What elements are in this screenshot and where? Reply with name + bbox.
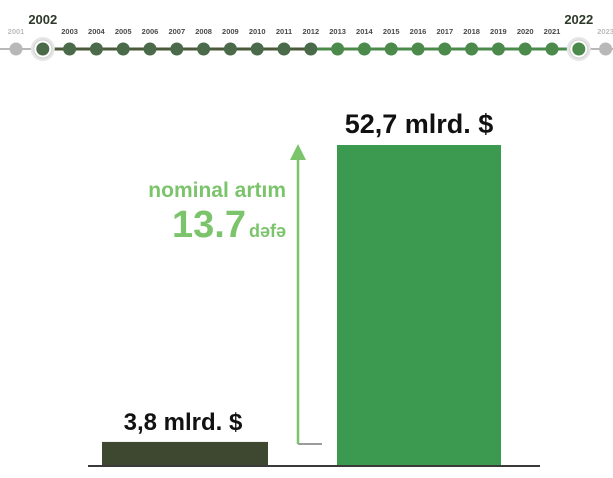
timeline-dot-2006 bbox=[143, 42, 157, 56]
bar-value-label-2002: 3,8 mlrd. $ bbox=[124, 409, 243, 436]
timeline-dot-2011 bbox=[277, 42, 291, 56]
timeline-year-2015: 2015 bbox=[383, 27, 400, 36]
timeline-dot-2014 bbox=[357, 42, 371, 56]
timeline-year-2009: 2009 bbox=[222, 27, 239, 36]
timeline-dot-2015 bbox=[384, 42, 398, 56]
timeline-dot-2019 bbox=[491, 42, 505, 56]
timeline-year-2007: 2007 bbox=[168, 27, 185, 36]
timeline-year-2008: 2008 bbox=[195, 27, 212, 36]
bar-value-label-2022: 52,7 mlrd. $ bbox=[345, 109, 494, 139]
timeline-dot-2002 bbox=[36, 42, 50, 56]
timeline-year-2005: 2005 bbox=[115, 27, 132, 36]
timeline-year-2001: 2001 bbox=[8, 27, 25, 36]
timeline-dot-2013 bbox=[331, 42, 345, 56]
timeline-year-2022: 2022 bbox=[564, 12, 593, 27]
timeline-dot-2020 bbox=[518, 42, 532, 56]
timeline-year-2020: 2020 bbox=[517, 27, 534, 36]
bar-2002 bbox=[102, 441, 268, 465]
timeline-dot-2004 bbox=[89, 42, 103, 56]
timeline-year-2003: 2003 bbox=[61, 27, 78, 36]
timeline-year-2010: 2010 bbox=[249, 27, 266, 36]
growth-unit: dəfə bbox=[249, 221, 286, 241]
timeline-dot-2003 bbox=[63, 42, 77, 56]
growth-label: nominal artım bbox=[148, 179, 286, 202]
timeline-year-2017: 2017 bbox=[436, 27, 453, 36]
timeline-dot-2009 bbox=[223, 42, 237, 56]
timeline-dot-2008 bbox=[197, 42, 211, 56]
timeline-year-2023: 2023 bbox=[597, 27, 613, 36]
bar-2022 bbox=[337, 145, 501, 465]
timeline-dot-2017 bbox=[438, 42, 452, 56]
timeline-year-2014: 2014 bbox=[356, 27, 374, 36]
timeline-year-2006: 2006 bbox=[142, 27, 159, 36]
timeline-year-2016: 2016 bbox=[410, 27, 427, 36]
timeline-dot-2010 bbox=[250, 42, 264, 56]
timeline-year-2013: 2013 bbox=[329, 27, 346, 36]
growth-value: 13.7 dəfə bbox=[172, 204, 286, 246]
timeline-dot-2021 bbox=[545, 42, 559, 56]
growth-factor: 13.7 bbox=[172, 204, 246, 246]
timeline-dot-2016 bbox=[411, 42, 425, 56]
growth-arrow-head bbox=[290, 144, 306, 160]
timeline-year-2019: 2019 bbox=[490, 27, 507, 36]
timeline-dot-2023 bbox=[599, 42, 613, 56]
timeline-dot-2001 bbox=[9, 42, 23, 56]
timeline-dot-2007 bbox=[170, 42, 184, 56]
timeline-year-2021: 2021 bbox=[544, 27, 561, 36]
timeline-year-2012: 2012 bbox=[302, 27, 319, 36]
timeline-year-2002: 2002 bbox=[28, 12, 57, 27]
timeline-year-2011: 2011 bbox=[276, 27, 292, 36]
timeline-year-2004: 2004 bbox=[88, 27, 106, 36]
timeline-dot-2022 bbox=[572, 42, 586, 56]
timeline-dot-2012 bbox=[304, 42, 318, 56]
timeline-dot-2005 bbox=[116, 42, 130, 56]
timeline-dot-2018 bbox=[465, 42, 479, 56]
timeline-year-2018: 2018 bbox=[463, 27, 480, 36]
